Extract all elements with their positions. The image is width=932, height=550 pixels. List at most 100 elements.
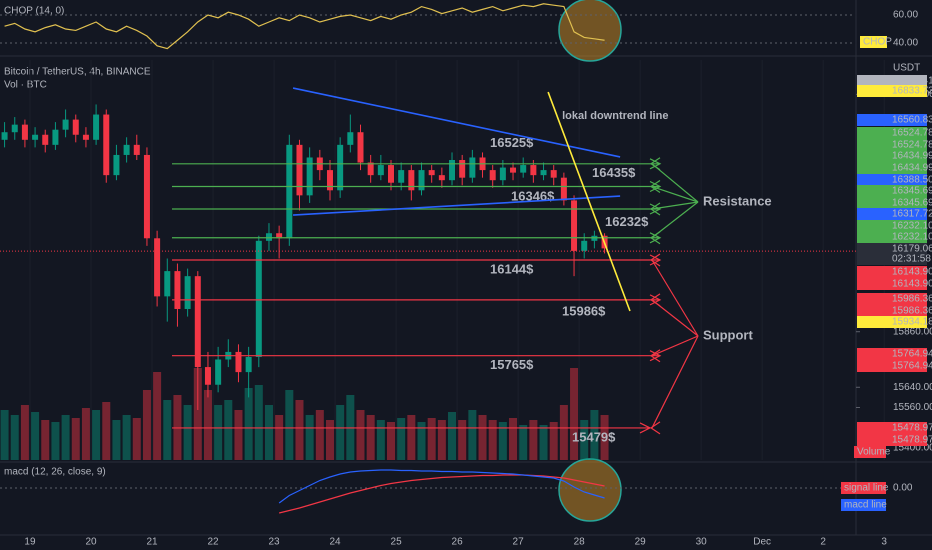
series-tag-label: Volume bbox=[857, 447, 891, 458]
arrow-head bbox=[649, 350, 662, 362]
arrow-head bbox=[649, 294, 662, 306]
series-tag-label: CHOP bbox=[863, 37, 892, 48]
price-tag bbox=[857, 139, 927, 151]
price-tag bbox=[857, 231, 927, 243]
pointer-arrow bbox=[651, 335, 699, 357]
price-tag bbox=[857, 85, 927, 97]
candle-body bbox=[82, 134, 89, 140]
candle-body bbox=[93, 114, 100, 140]
series-tag bbox=[860, 36, 887, 48]
candle-body bbox=[245, 356, 252, 373]
candle-body bbox=[103, 114, 110, 176]
level-label: 16144$ bbox=[490, 261, 534, 276]
volume-bar bbox=[458, 420, 467, 460]
price-tag-label: 16524.78 bbox=[892, 128, 932, 139]
candle-body bbox=[377, 165, 384, 176]
axis-unit: USDT bbox=[893, 63, 920, 74]
volume-bar bbox=[600, 415, 609, 460]
candle-body bbox=[459, 160, 466, 178]
volume-bar bbox=[51, 422, 60, 460]
x-tick-label: 30 bbox=[696, 537, 708, 548]
candle-body bbox=[204, 367, 211, 385]
level-label: 15765$ bbox=[490, 357, 534, 372]
volume-bar bbox=[163, 400, 172, 460]
candle-body bbox=[255, 240, 262, 357]
y-tick-label: 15860.00 bbox=[893, 326, 932, 337]
price-tag-label: 16179.06 bbox=[892, 244, 932, 255]
x-tick-label: 20 bbox=[85, 537, 97, 548]
candle-body bbox=[530, 165, 537, 176]
candle-body bbox=[560, 177, 567, 201]
price-tag-label: 15986.36 bbox=[892, 294, 932, 305]
series-tag-label: macd line bbox=[844, 500, 887, 511]
volume-bar bbox=[102, 402, 111, 460]
candle-body bbox=[286, 144, 293, 239]
arrow-head bbox=[649, 421, 661, 435]
volume-bar bbox=[590, 410, 599, 460]
price-tag bbox=[857, 185, 927, 197]
series-tag bbox=[854, 446, 886, 458]
price-tag bbox=[857, 316, 927, 328]
volume-bar bbox=[122, 415, 131, 460]
y-tick-label: 15560.00 bbox=[893, 402, 932, 413]
volume-bar bbox=[234, 410, 243, 460]
candle-body bbox=[337, 144, 344, 191]
volume-bar bbox=[31, 412, 40, 460]
candle-body bbox=[540, 170, 547, 176]
volume-bar bbox=[519, 425, 528, 460]
volume-bar bbox=[214, 405, 223, 460]
x-tick-label: 21 bbox=[146, 537, 158, 548]
price-tag bbox=[857, 197, 927, 209]
price-tag bbox=[857, 266, 927, 278]
volume-bar bbox=[275, 415, 284, 460]
arrow-head bbox=[649, 349, 661, 363]
volume-bar bbox=[580, 420, 589, 460]
volume-bar bbox=[10, 415, 19, 460]
price-tag-label: 16317.72 bbox=[892, 209, 932, 220]
candle-body bbox=[194, 276, 201, 368]
price-tag bbox=[857, 243, 927, 265]
candle-body bbox=[72, 119, 79, 135]
price-tag bbox=[857, 434, 927, 446]
candle-body bbox=[428, 170, 435, 176]
price-tag-label: 15764.94 bbox=[892, 361, 932, 372]
candle-body bbox=[1, 132, 8, 140]
volume-bar bbox=[0, 410, 9, 460]
trendline bbox=[292, 87, 621, 158]
y-tick-label: 40.00 bbox=[893, 38, 918, 49]
volume-bar bbox=[193, 368, 202, 460]
candle-body bbox=[133, 144, 140, 155]
arrow-head bbox=[649, 253, 661, 267]
price-tag-label: 16560.83 bbox=[892, 115, 932, 126]
volume-bar bbox=[153, 372, 162, 460]
price-tag-label: 16833.73 bbox=[892, 86, 932, 97]
candle-body bbox=[499, 167, 506, 181]
x-tick-label: 27 bbox=[513, 537, 525, 548]
volume-bar bbox=[81, 408, 90, 460]
level-label: 16525$ bbox=[490, 135, 534, 150]
y-tick-label: 15400.00 bbox=[893, 443, 932, 454]
volume-bar bbox=[427, 418, 436, 460]
volume-bar bbox=[112, 420, 121, 460]
pointer-arrow bbox=[651, 335, 699, 429]
level-label: 16346$ bbox=[511, 188, 555, 203]
pointer-arrow bbox=[651, 185, 699, 203]
volume-bar bbox=[559, 405, 568, 460]
volume-bar bbox=[488, 420, 497, 460]
x-tick-label: 24 bbox=[330, 537, 342, 548]
candle-body bbox=[306, 157, 313, 196]
x-tick-label: 2 bbox=[820, 537, 826, 548]
pointer-arrow bbox=[651, 259, 699, 337]
arrow-head bbox=[649, 232, 662, 244]
candle-body bbox=[571, 200, 578, 251]
volume-bar bbox=[203, 390, 212, 460]
volume-bar bbox=[387, 422, 396, 460]
volume-bar bbox=[142, 390, 151, 460]
price-tag-label: 16143.90 bbox=[892, 279, 932, 290]
arrow-head bbox=[649, 203, 662, 215]
volume-bar bbox=[509, 418, 518, 460]
x-tick-label: 25 bbox=[391, 537, 403, 548]
indicator-line bbox=[278, 469, 605, 504]
price-tag bbox=[857, 114, 927, 126]
